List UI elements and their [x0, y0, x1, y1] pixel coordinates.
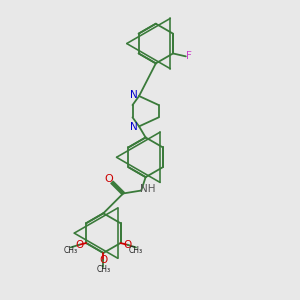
Text: CH₃: CH₃ — [64, 246, 78, 255]
Text: O: O — [99, 255, 107, 265]
Text: N: N — [130, 122, 138, 132]
Text: CH₃: CH₃ — [129, 246, 143, 255]
Text: NH: NH — [140, 184, 155, 194]
Text: CH₃: CH₃ — [96, 265, 110, 274]
Text: O: O — [104, 174, 113, 184]
Text: O: O — [75, 240, 83, 250]
Text: N: N — [130, 90, 138, 100]
Text: F: F — [186, 51, 192, 62]
Text: O: O — [123, 240, 132, 250]
